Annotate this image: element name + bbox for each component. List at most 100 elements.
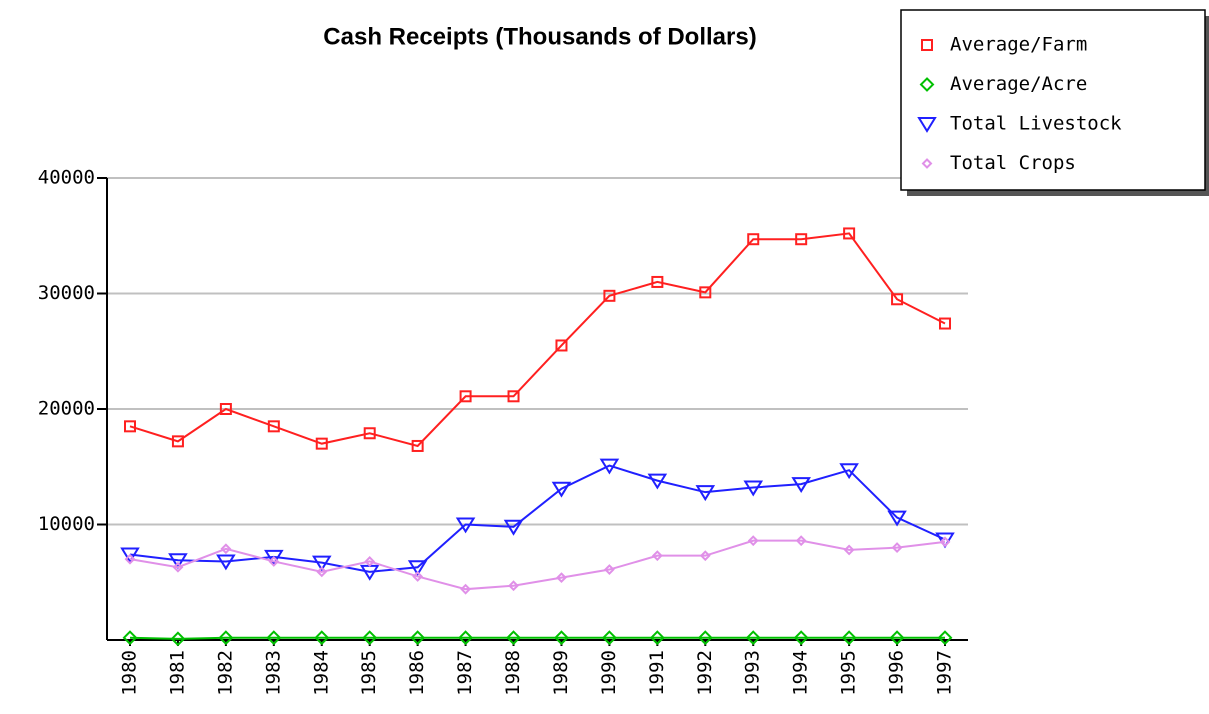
marker [935,532,955,549]
x-tick-label: 1989 [550,650,572,696]
x-tick-label: 1980 [119,650,141,696]
x-tick-label: 1991 [646,650,668,696]
marker [315,437,328,450]
marker [411,439,424,452]
marker [887,510,907,527]
marker [919,77,935,92]
marker [219,403,232,415]
legend-label: Average/Farm [950,34,1087,56]
marker [407,560,428,577]
x-tick-label: 1997 [934,650,956,696]
marker [120,547,140,564]
marker [791,477,811,493]
marker [410,630,426,646]
marker [747,535,759,547]
marker [216,554,236,571]
series-line [129,539,946,591]
marker [220,543,232,555]
marker [314,630,330,646]
marker [316,566,328,578]
marker [647,473,668,490]
marker [699,286,712,299]
marker [795,535,807,547]
x-tick-label: 1981 [166,650,188,696]
marker [412,571,424,582]
marker [793,630,809,646]
chart-title: Cash Receipts (Thousands of Dollars) [323,23,756,50]
marker [311,555,332,572]
marker [267,420,280,433]
marker [266,630,282,646]
marker [362,630,378,646]
marker [843,227,856,240]
y-tick-label: 20000 [38,398,95,420]
x-tick-label: 1985 [358,650,380,696]
marker [458,630,474,646]
marker [939,536,951,548]
legend [900,9,1206,191]
x-tick-label: 1990 [598,650,620,696]
marker [555,339,568,352]
marker [551,481,572,498]
x-tick-label: 1984 [310,650,332,696]
marker [554,630,569,646]
x-tick-label: 1994 [790,650,812,696]
marker [455,517,476,534]
marker [363,427,376,440]
marker [460,583,472,595]
marker [124,553,136,565]
marker [218,630,234,646]
marker [937,630,953,646]
marker [743,480,764,497]
marker [921,39,933,51]
marker [170,631,186,647]
series-line [129,232,946,448]
series-line [129,464,946,573]
marker [268,556,280,567]
marker [124,420,136,433]
marker [171,435,184,448]
series-line [129,636,945,640]
marker [649,630,665,646]
legend-label: Average/Acre [950,73,1087,95]
marker [921,158,933,169]
x-tick-label: 1988 [502,650,524,696]
marker [795,233,808,246]
y-tick-label: 10000 [38,513,95,535]
marker [172,561,184,573]
marker [459,390,472,403]
marker [891,293,904,306]
marker [603,289,616,302]
y-tick-label: 40000 [38,167,95,189]
marker [841,630,857,646]
marker [939,317,951,330]
x-tick-label: 1996 [886,650,908,696]
marker [891,542,903,554]
x-tick-label: 1983 [262,650,284,696]
marker [364,556,376,567]
marker [506,630,521,646]
marker [603,564,615,575]
marker [697,630,713,646]
x-tick-label: 1982 [214,650,236,696]
marker [556,572,567,584]
marker [843,544,855,556]
marker [745,630,761,646]
legend-label: Total Livestock [950,113,1122,135]
marker [889,630,905,646]
x-tick-label: 1993 [742,650,764,696]
x-tick-label: 1986 [406,650,428,696]
marker [651,275,664,288]
marker [264,549,284,566]
marker [917,117,937,133]
marker [747,233,760,246]
marker [168,553,188,570]
x-tick-label: 1992 [694,650,716,696]
marker [503,519,524,536]
legend-label: Total Crops [950,152,1076,174]
marker [699,550,711,562]
marker [695,485,716,502]
marker [122,630,138,646]
